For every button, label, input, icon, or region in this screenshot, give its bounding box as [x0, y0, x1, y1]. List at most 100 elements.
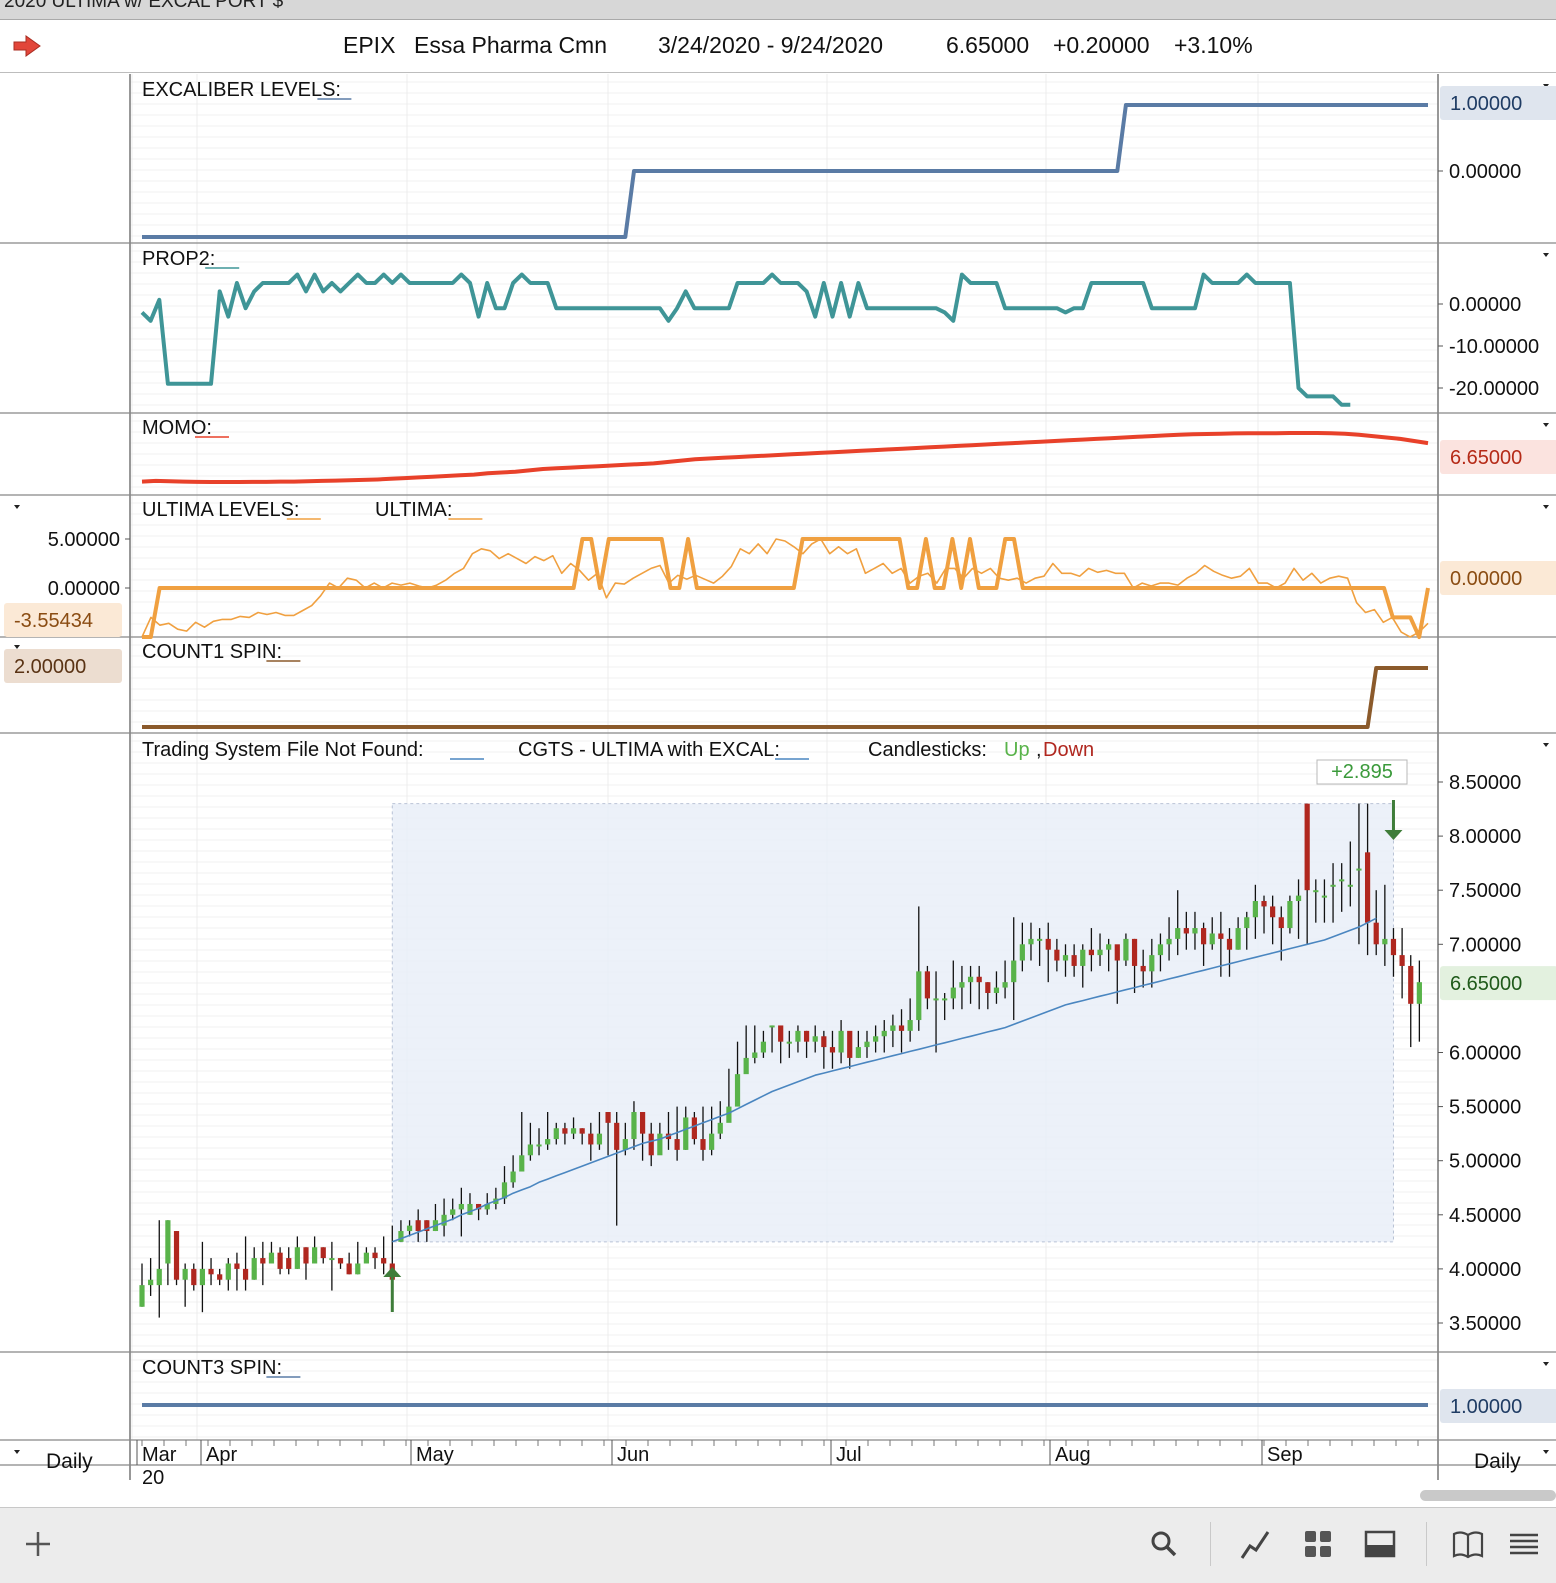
price-tick: 8.50000: [1449, 772, 1521, 794]
candle-up: [993, 987, 1000, 993]
candle-up: [1106, 944, 1112, 950]
security-name: Essa Pharma Cmn: [414, 32, 608, 58]
excalibur-badge: 1.00000: [1450, 93, 1522, 115]
candle-up: [950, 987, 956, 999]
dropdown-icon: [1543, 505, 1549, 509]
candle-down: [286, 1258, 292, 1269]
candle-down: [217, 1274, 223, 1280]
candle-up: [553, 1128, 559, 1140]
price-tick: 7.50000: [1449, 880, 1521, 902]
candle-down: [337, 1258, 344, 1264]
candle-up: [1192, 928, 1198, 934]
ultima-left-badge-bg: [4, 603, 122, 637]
candle-up: [959, 982, 965, 988]
candle-up: [527, 1144, 533, 1156]
candle-down: [1364, 852, 1371, 923]
candle-up: [933, 998, 939, 1001]
price-change: +0.20000: [1053, 32, 1150, 58]
momo-line: [141, 431, 1429, 484]
candle-up: [1356, 868, 1362, 871]
candle-down: [614, 1122, 620, 1150]
candle-up: [1097, 949, 1103, 956]
candle-down: [847, 1030, 853, 1058]
count3-badge-bg: [1440, 1389, 1556, 1423]
horizontal-scrollbar[interactable]: [1420, 1490, 1556, 1501]
excalibur-line: [142, 103, 1428, 239]
candle-up: [1028, 938, 1034, 945]
candlesticks-down-label: Down: [1043, 739, 1094, 761]
candle-down: [1054, 949, 1060, 961]
candle-down: [1304, 803, 1310, 891]
ultima-left-badge: -3.55434: [14, 610, 93, 632]
candle-up: [967, 976, 974, 983]
candle-down: [242, 1268, 249, 1280]
candle-down: [1373, 922, 1379, 945]
month-label: Apr: [206, 1444, 237, 1466]
price-change-pct: +3.10%: [1174, 32, 1253, 58]
plus-icon[interactable]: [20, 1526, 56, 1562]
candle-up: [484, 1203, 490, 1210]
date-range: 3/24/2020 - 9/24/2020: [658, 32, 884, 58]
dropdown-icon: [1543, 1362, 1549, 1366]
candle-up: [1244, 917, 1250, 929]
candle-down: [648, 1133, 654, 1156]
candle-up: [812, 1036, 818, 1042]
candle-down: [1226, 938, 1233, 950]
trade-label: +2.895: [1331, 761, 1393, 783]
candle-up: [398, 1231, 404, 1242]
price-tick: 8.00000: [1449, 826, 1521, 848]
candle-up: [838, 1030, 844, 1053]
candle-up: [1382, 938, 1388, 945]
trade-label-bg: [1316, 759, 1408, 785]
candle-down: [1218, 933, 1224, 939]
candle-down: [320, 1247, 326, 1259]
line-chart-icon[interactable]: [1238, 1526, 1274, 1562]
candle-down: [1278, 917, 1284, 929]
candle-down: [476, 1203, 482, 1210]
panel-icon[interactable]: [1362, 1526, 1398, 1562]
candle-up: [501, 1182, 508, 1199]
prop2-line: [140, 272, 1351, 407]
candle-up: [1209, 933, 1215, 945]
candle-up: [294, 1247, 300, 1269]
momo-badge: 6.65000: [1450, 447, 1522, 469]
grid-icon[interactable]: [1300, 1526, 1336, 1562]
list-icon[interactable]: [1506, 1526, 1542, 1562]
momo-badge-bg: [1440, 440, 1556, 474]
sell-arrow-icon: [1384, 830, 1403, 840]
candle-down: [208, 1268, 214, 1275]
candle-up: [1175, 928, 1181, 939]
count3-title: COUNT3 SPIN:: [142, 1357, 282, 1379]
candle-down: [1131, 938, 1138, 966]
price-tick: 4.50000: [1449, 1205, 1521, 1227]
period-left-label[interactable]: Daily: [46, 1450, 93, 1473]
window-title: 2020 ULTIMA w/ EXCAL PORT $: [4, 0, 284, 12]
candle-up: [329, 1258, 335, 1261]
month-label: May: [416, 1444, 454, 1466]
candle-up: [536, 1144, 542, 1147]
candle-up: [406, 1225, 413, 1232]
dropdown-icon: [1543, 1450, 1549, 1454]
candle-up: [734, 1074, 741, 1107]
candle-up: [225, 1263, 231, 1280]
candle-down: [234, 1263, 240, 1269]
period-right-label[interactable]: Daily: [1474, 1450, 1521, 1473]
candle-down: [1183, 928, 1189, 934]
search-icon[interactable]: [1146, 1526, 1182, 1562]
price-tick: 3.50000: [1449, 1313, 1521, 1335]
chart-canvas[interactable]: EXCALIBER LEVELS: 1.00000 0.00000 PROP2: 0.0…: [0, 0, 1556, 1506]
moving-average-line: [392, 917, 1377, 1243]
candle-down: [1071, 955, 1077, 966]
price-tick: 5.00000: [1449, 1151, 1521, 1173]
candle-up: [1166, 938, 1172, 945]
candle-down: [562, 1128, 568, 1134]
ultima-left-tick: 0.00000: [48, 578, 120, 600]
candle-down: [372, 1252, 378, 1259]
book-icon[interactable]: [1450, 1526, 1486, 1562]
candlesticks-up-label: Up: [1004, 739, 1030, 761]
arrow-right-icon[interactable]: [12, 34, 42, 58]
candle-down: [976, 976, 982, 983]
candle-up: [1347, 884, 1353, 887]
candle-up: [1313, 890, 1319, 893]
candle-up: [1062, 955, 1069, 961]
